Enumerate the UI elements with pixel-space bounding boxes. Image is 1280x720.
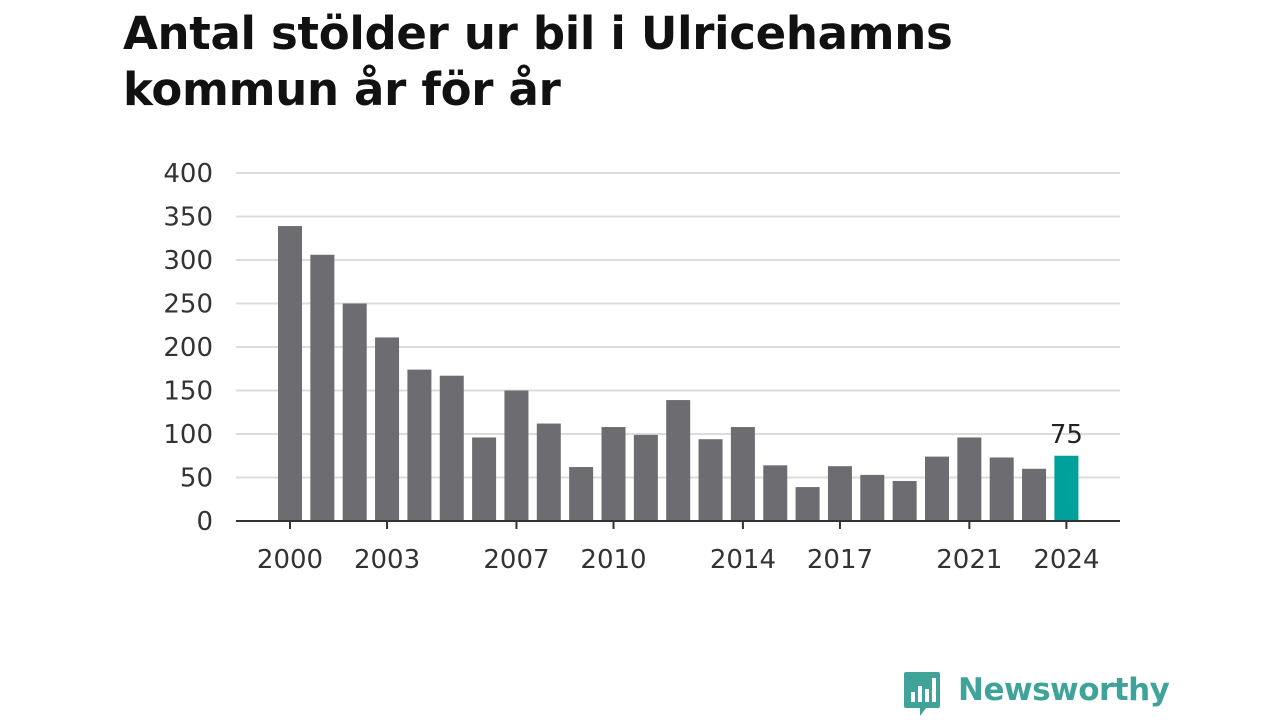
y-tick-label: 300 xyxy=(163,246,213,276)
bar xyxy=(957,437,982,521)
bar xyxy=(892,480,917,521)
x-tick-label: 2007 xyxy=(483,545,549,575)
bar xyxy=(763,465,788,521)
highlight-bar xyxy=(1054,455,1079,521)
x-tick-label: 2003 xyxy=(354,545,420,575)
bar xyxy=(827,466,852,521)
bar xyxy=(569,467,594,521)
y-tick-label: 0 xyxy=(196,507,213,537)
brand-logo[interactable]: Newsworthy xyxy=(902,670,1170,720)
bar xyxy=(504,390,529,521)
bar xyxy=(472,437,497,521)
bar xyxy=(601,427,626,521)
y-tick-label: 400 xyxy=(163,159,213,189)
x-tick-label: 2017 xyxy=(807,545,873,575)
x-tick-label: 2021 xyxy=(936,545,1002,575)
y-tick-label: 250 xyxy=(163,290,213,320)
bar xyxy=(375,337,400,521)
bar xyxy=(989,457,1014,521)
bar xyxy=(795,487,820,521)
bar xyxy=(439,375,464,521)
bar xyxy=(730,427,755,521)
bar xyxy=(278,226,302,521)
newsworthy-logo-icon xyxy=(904,672,940,716)
chart-title-line-2: kommun år för år xyxy=(123,63,561,116)
x-tick-label: 2014 xyxy=(710,545,776,575)
bar xyxy=(342,303,367,521)
x-tick-label: 2024 xyxy=(1033,545,1099,575)
data-label: 75 xyxy=(1050,420,1083,450)
bar xyxy=(860,474,885,521)
y-tick-label: 200 xyxy=(163,333,213,363)
chart-title: Antal stölder ur bil i Ulricehamns kommu… xyxy=(123,6,1123,118)
y-tick-label: 100 xyxy=(163,420,213,450)
y-tick-label: 50 xyxy=(180,464,213,494)
bar xyxy=(310,254,335,521)
y-tick-label: 350 xyxy=(163,203,213,233)
y-tick-label: 150 xyxy=(163,377,213,407)
chart-title-line-1: Antal stölder ur bil i Ulricehamns xyxy=(123,7,953,60)
bar xyxy=(1022,468,1047,521)
bar xyxy=(407,369,432,521)
bar xyxy=(666,400,691,521)
bar xyxy=(536,423,561,521)
bar xyxy=(633,434,658,521)
x-tick-label: 2010 xyxy=(580,545,646,575)
bar xyxy=(698,439,723,521)
bar-chart: 0 50 100 150 200 250 300 350 400 75 2000 2003 2007 20… xyxy=(163,159,1120,575)
bar xyxy=(925,456,949,521)
brand-name: Newsworthy xyxy=(958,672,1170,708)
x-tick-label: 2000 xyxy=(257,545,323,575)
